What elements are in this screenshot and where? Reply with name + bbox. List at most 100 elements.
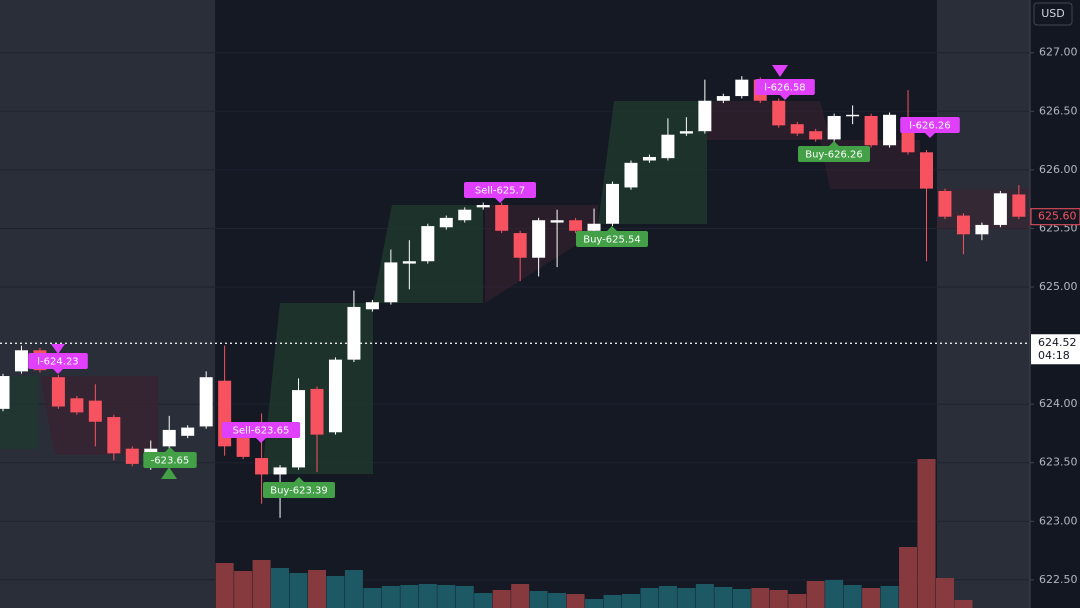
candle-body bbox=[993, 193, 1007, 225]
volume-bar bbox=[418, 584, 437, 608]
candle-body bbox=[439, 217, 453, 228]
volume-bar bbox=[252, 560, 271, 608]
volume-bar bbox=[234, 571, 253, 608]
candle-body bbox=[384, 262, 398, 303]
session-shade bbox=[0, 0, 215, 608]
signal-pointer bbox=[829, 141, 839, 146]
volume-bar bbox=[640, 588, 659, 608]
candle-body bbox=[956, 215, 970, 235]
candle-body bbox=[88, 400, 102, 422]
volume-bar bbox=[658, 586, 677, 608]
volume-bar bbox=[381, 586, 400, 608]
candle-body bbox=[606, 183, 620, 224]
volume-bar bbox=[935, 578, 954, 608]
volume-bar bbox=[400, 585, 419, 608]
signal-label: Buy-625.54 bbox=[583, 235, 641, 246]
volume-bar bbox=[899, 547, 918, 608]
crosshair-label-box bbox=[1031, 334, 1080, 365]
volume-bar bbox=[714, 587, 733, 608]
signal-box bbox=[798, 146, 870, 162]
session-shade bbox=[937, 0, 1030, 608]
candle-body bbox=[661, 134, 675, 159]
sell-arrow bbox=[51, 344, 65, 354]
volume-bar bbox=[806, 581, 825, 608]
volume-bar bbox=[529, 591, 548, 608]
candle-body bbox=[70, 398, 84, 413]
candle-body bbox=[255, 458, 269, 475]
y-tick-label: 623.00 bbox=[1039, 514, 1078, 527]
candle-body bbox=[975, 224, 989, 235]
candle-body bbox=[883, 114, 897, 146]
candle-body bbox=[716, 96, 730, 101]
volume-bar bbox=[474, 593, 493, 608]
candle-body bbox=[846, 114, 860, 117]
volume-bar bbox=[603, 595, 622, 608]
candle-body bbox=[938, 190, 952, 217]
volume-bar bbox=[326, 576, 345, 608]
candle-body bbox=[624, 162, 638, 188]
volume-bar bbox=[732, 589, 751, 608]
volume bbox=[215, 459, 973, 608]
candle-body bbox=[51, 377, 65, 407]
candle-body bbox=[587, 223, 601, 231]
volume-bar bbox=[769, 590, 788, 608]
y-tick-label: 623.50 bbox=[1039, 456, 1078, 469]
signal-box bbox=[143, 452, 197, 468]
volume-bar bbox=[271, 568, 290, 608]
y-tick-label: 622.50 bbox=[1039, 573, 1078, 586]
signal-label: Buy-626.26 bbox=[805, 150, 863, 161]
candle-body bbox=[273, 467, 287, 475]
signal-pointer bbox=[256, 438, 266, 443]
volume-bar bbox=[843, 585, 862, 608]
buy-zone bbox=[598, 101, 707, 224]
candle-body bbox=[532, 220, 546, 258]
signal-box bbox=[464, 182, 536, 198]
volume-bar bbox=[751, 588, 770, 608]
volume-bar bbox=[585, 599, 604, 608]
signal-box bbox=[221, 422, 301, 438]
y-tick-label: 626.00 bbox=[1039, 163, 1078, 176]
y-tick-label: 626.50 bbox=[1039, 104, 1078, 117]
candle-body bbox=[14, 350, 28, 372]
volume-bar bbox=[511, 584, 530, 608]
signal-label: l-626.26 bbox=[909, 121, 950, 132]
signal-label: l-626.58 bbox=[764, 83, 805, 94]
candle-body bbox=[365, 302, 379, 310]
candle-body bbox=[236, 434, 250, 457]
volume-bar bbox=[677, 588, 696, 608]
volume-bar bbox=[788, 594, 807, 608]
volume-bar bbox=[437, 585, 456, 608]
candle-body bbox=[495, 205, 509, 231]
candle-body bbox=[790, 124, 804, 134]
crosshair-price: 624.52 bbox=[1038, 336, 1077, 349]
volume-bar bbox=[825, 580, 844, 608]
volume-bar bbox=[566, 594, 585, 608]
candle-body bbox=[107, 417, 121, 454]
candle-body bbox=[679, 131, 693, 134]
candle-body bbox=[642, 156, 656, 161]
signal-box bbox=[755, 79, 815, 95]
candle-body bbox=[920, 152, 933, 189]
volume-bar bbox=[917, 459, 936, 608]
candle-body bbox=[550, 220, 564, 223]
candle-body bbox=[125, 448, 139, 464]
candle-body bbox=[458, 209, 472, 221]
candle-body bbox=[476, 205, 490, 208]
candle-body bbox=[162, 429, 176, 447]
y-tick-label: 625.00 bbox=[1039, 280, 1078, 293]
candle-body bbox=[199, 377, 213, 427]
annotations: l-624.23 -623.65 Sell-623.65 Buy-623.39 Sell… bbox=[28, 65, 960, 498]
currency-box[interactable] bbox=[1033, 2, 1073, 26]
candle-body bbox=[698, 100, 712, 132]
volume-bar bbox=[548, 593, 567, 608]
currency: USD bbox=[1041, 7, 1065, 20]
candle-body bbox=[513, 233, 527, 258]
candle-body bbox=[310, 388, 324, 435]
signal-box bbox=[28, 353, 88, 369]
signal-box bbox=[576, 231, 648, 247]
signal-pointer bbox=[925, 133, 935, 138]
volume-bar bbox=[695, 584, 714, 608]
signal-label: Sell-625.7 bbox=[475, 186, 525, 197]
candle-body bbox=[772, 100, 786, 126]
